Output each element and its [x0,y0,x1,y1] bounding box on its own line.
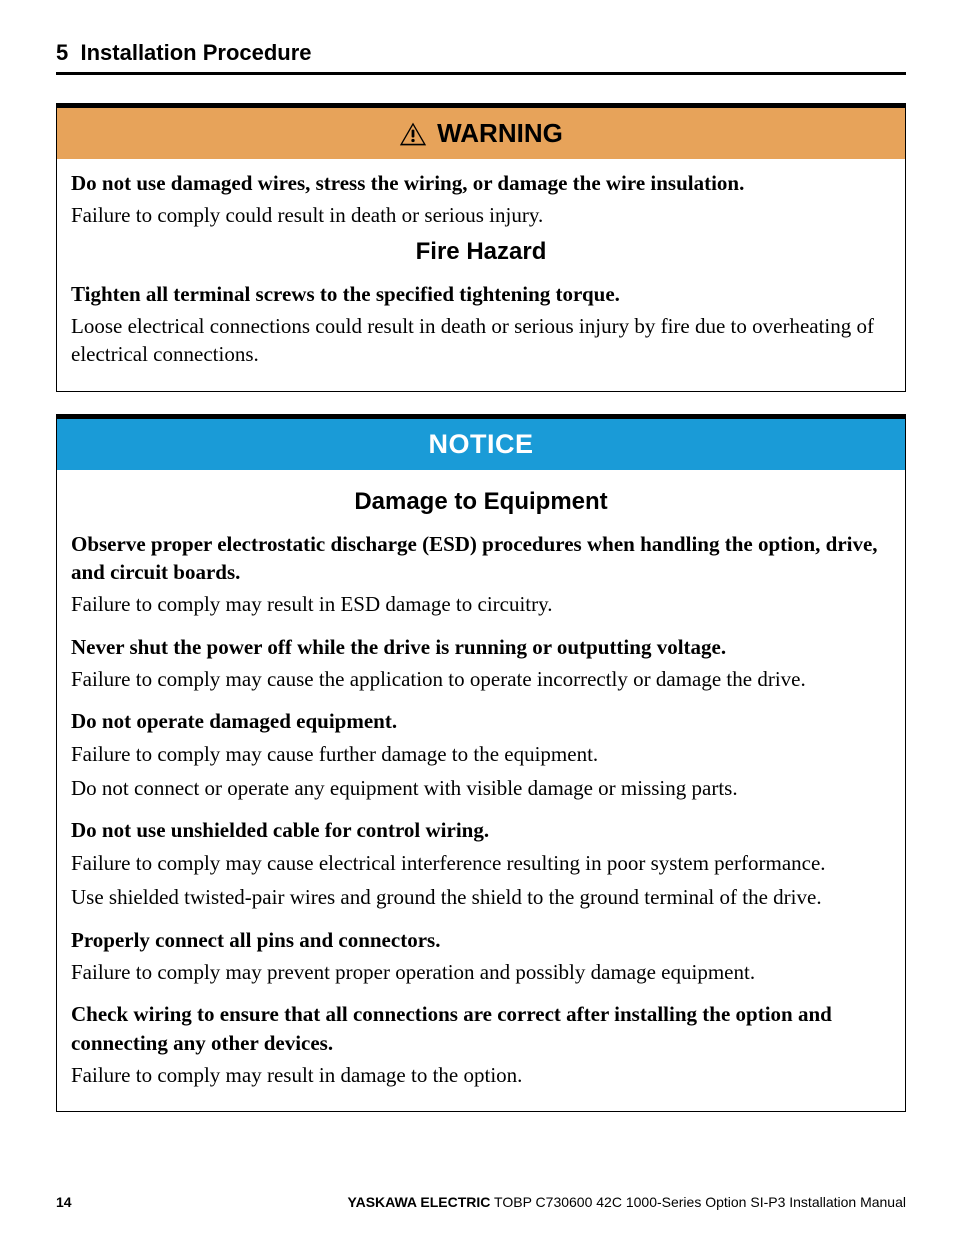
section-header: 5 Installation Procedure [56,40,906,75]
warning-label: WARNING [437,118,563,149]
warning-body: Do not use damaged wires, stress the wir… [57,159,905,391]
warning-subhead: Fire Hazard [71,238,891,266]
notice-item-line: Use shielded twisted-pair wires and grou… [71,883,891,911]
notice-subhead: Damage to Equipment [71,488,891,516]
notice-item-line: Failure to comply may cause further dama… [71,740,891,768]
notice-item-line: Do not connect or operate any equipment … [71,774,891,802]
notice-item-bold: Do not use unshielded cable for control … [71,816,891,844]
notice-header: NOTICE [57,419,905,470]
page-footer: 14 YASKAWA ELECTRIC TOBP C730600 42C 100… [56,1194,906,1210]
warning-sub-item-line: Loose electrical connections could resul… [71,312,891,369]
warning-triangle-icon [399,121,427,147]
warning-header: WARNING [57,108,905,159]
notice-item-line: Failure to comply may result in ESD dama… [71,590,891,618]
notice-item-line: Failure to comply may result in damage t… [71,1061,891,1089]
warning-callout: WARNING Do not use damaged wires, stress… [56,103,906,392]
page-number: 14 [56,1194,72,1210]
notice-body: Damage to Equipment Observe proper elect… [57,470,905,1112]
warning-sub-item-bold: Tighten all terminal screws to the speci… [71,280,891,308]
notice-item-line: Failure to comply may cause electrical i… [71,849,891,877]
footer-docref: YASKAWA ELECTRIC TOBP C730600 42C 1000-S… [348,1194,906,1210]
notice-item-bold: Do not operate damaged equipment. [71,707,891,735]
section-title: Installation Procedure [80,40,311,65]
notice-item-line: Failure to comply may prevent proper ope… [71,958,891,986]
warning-item-bold: Do not use damaged wires, stress the wir… [71,169,891,197]
notice-item-bold: Observe proper electrostatic discharge (… [71,530,891,587]
notice-item-bold: Check wiring to ensure that all connecti… [71,1000,891,1057]
warning-item-line: Failure to comply could result in death … [71,201,891,229]
notice-label: NOTICE [428,429,533,460]
section-number: 5 [56,40,68,65]
footer-brand: YASKAWA ELECTRIC [348,1194,491,1210]
notice-item-line: Failure to comply may cause the applicat… [71,665,891,693]
notice-item-bold: Properly connect all pins and connectors… [71,926,891,954]
notice-callout: NOTICE Damage to Equipment Observe prope… [56,414,906,1113]
notice-item-bold: Never shut the power off while the drive… [71,633,891,661]
footer-doc: TOBP C730600 42C 1000-Series Option SI-P… [490,1194,906,1210]
